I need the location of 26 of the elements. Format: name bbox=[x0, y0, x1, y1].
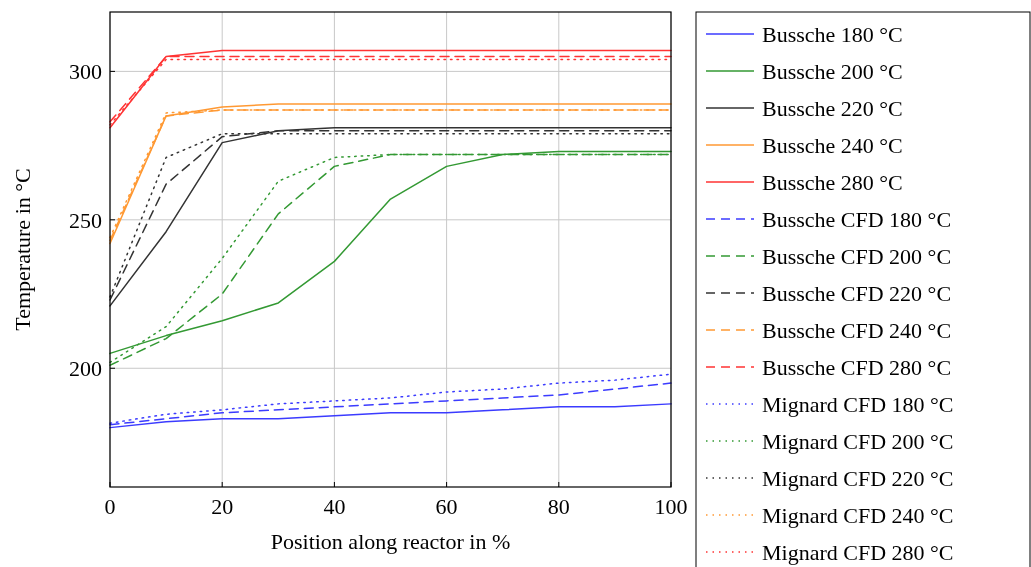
legend-label: Mignard CFD 280 °C bbox=[762, 540, 954, 565]
x-tick-label: 40 bbox=[323, 494, 346, 519]
legend-label: Bussche 200 °C bbox=[762, 59, 903, 84]
legend-label: Mignard CFD 200 °C bbox=[762, 429, 954, 454]
legend-label: Mignard CFD 180 °C bbox=[762, 392, 954, 417]
x-tick-label: 20 bbox=[211, 494, 234, 519]
y-tick-label: 300 bbox=[69, 59, 102, 85]
legend-label: Mignard CFD 220 °C bbox=[762, 466, 954, 491]
legend-label: Bussche CFD 280 °C bbox=[762, 355, 952, 380]
x-axis-title: Position along reactor in % bbox=[270, 529, 511, 554]
legend-label: Bussche CFD 220 °C bbox=[762, 281, 952, 306]
legend-label: Bussche 240 °C bbox=[762, 133, 903, 158]
y-tick-label: 250 bbox=[69, 207, 102, 233]
legend-label: Bussche 220 °C bbox=[762, 96, 903, 121]
x-tick-label: 80 bbox=[547, 494, 570, 519]
x-tick-label: 0 bbox=[104, 494, 116, 519]
legend-label: Bussche 280 °C bbox=[762, 170, 903, 195]
x-tick-label: 100 bbox=[654, 494, 688, 519]
y-tick-label: 200 bbox=[69, 356, 102, 382]
legend-label: Bussche CFD 180 °C bbox=[762, 207, 952, 232]
y-axis-title: Temperature in °C bbox=[10, 168, 35, 331]
legend-label: Bussche 180 °C bbox=[762, 22, 903, 47]
legend-label: Mignard CFD 240 °C bbox=[762, 503, 954, 528]
x-tick-label: 60 bbox=[435, 494, 458, 519]
legend-label: Bussche CFD 240 °C bbox=[762, 318, 952, 343]
legend-label: Bussche CFD 200 °C bbox=[762, 244, 952, 269]
